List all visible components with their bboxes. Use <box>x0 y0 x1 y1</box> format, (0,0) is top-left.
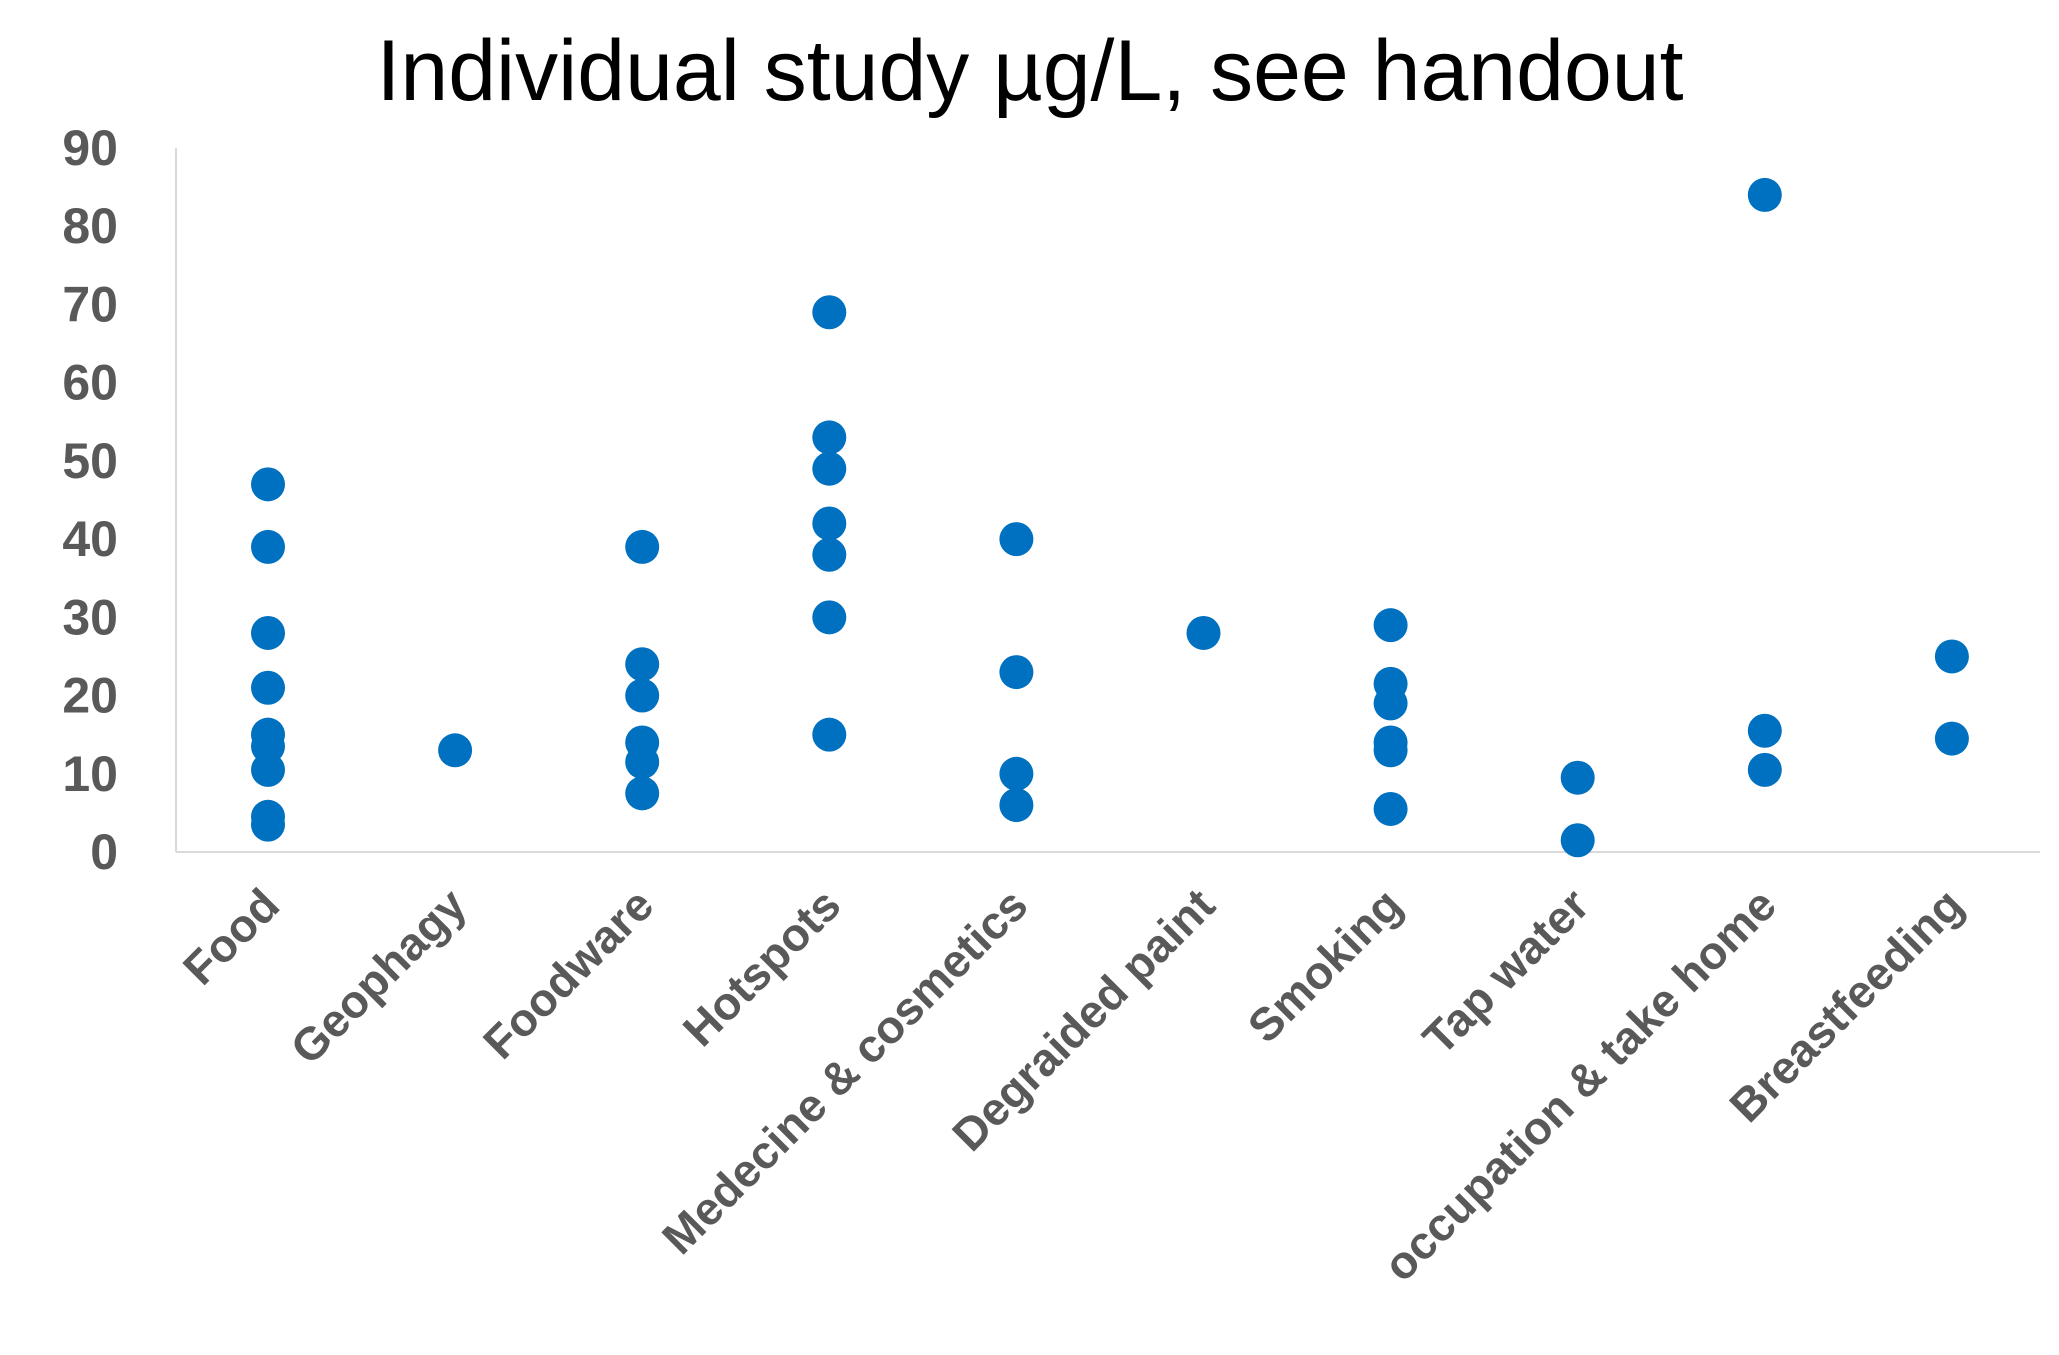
data-point <box>812 717 847 752</box>
data-point <box>812 420 847 455</box>
x-tick-label: Foodware <box>473 878 663 1068</box>
x-tick-label: Hotspots <box>673 878 851 1056</box>
data-point <box>1373 686 1408 721</box>
data-point <box>251 752 285 787</box>
x-tick-label: Geophagy <box>280 878 476 1074</box>
data-point <box>812 451 847 486</box>
data-point <box>251 670 285 705</box>
data-point <box>1373 791 1408 826</box>
y-tick-label: 20 <box>62 668 118 724</box>
data-point <box>251 615 285 650</box>
data-point <box>999 756 1034 791</box>
data-point <box>1186 615 1221 650</box>
x-tick-label: Food <box>173 878 289 994</box>
data-point <box>1934 721 1969 756</box>
data-point <box>625 745 660 780</box>
data-point <box>1560 760 1595 795</box>
data-point <box>1747 752 1782 787</box>
data-point <box>999 788 1034 823</box>
data-point <box>251 807 285 842</box>
data-point <box>251 729 285 764</box>
data-point <box>1373 608 1408 643</box>
data-point <box>438 733 473 768</box>
y-tick-label: 0 <box>90 824 118 880</box>
y-tick-label: 30 <box>62 589 118 645</box>
data-point <box>1934 639 1969 674</box>
data-point <box>625 776 660 811</box>
data-points <box>251 177 1969 858</box>
data-point <box>1747 713 1782 748</box>
data-point <box>1560 823 1595 858</box>
data-point <box>1373 733 1408 768</box>
data-point <box>812 295 847 330</box>
y-tick-label: 10 <box>62 746 118 802</box>
data-point <box>812 537 847 572</box>
data-point <box>812 600 847 635</box>
data-point <box>812 506 847 541</box>
y-axis-tick-labels: 0 10 20 30 40 50 60 70 80 90 <box>62 120 118 880</box>
data-point <box>625 529 660 564</box>
data-point <box>999 655 1034 690</box>
data-point <box>999 522 1034 557</box>
chart-title: Individual study µg/L, see handout <box>376 23 1683 119</box>
y-tick-label: 40 <box>62 511 118 567</box>
data-point <box>625 647 660 682</box>
data-point <box>251 467 285 502</box>
x-tick-label: Smoking <box>1238 878 1412 1052</box>
x-tick-label: Tap water <box>1413 878 1599 1064</box>
y-tick-label: 70 <box>62 276 118 332</box>
x-tick-label: occupation & take home <box>1373 878 1786 1291</box>
y-tick-label: 90 <box>62 120 118 176</box>
y-tick-label: 50 <box>62 433 118 489</box>
data-point <box>251 529 285 564</box>
data-point <box>1747 177 1782 212</box>
x-tick-label: Medecine & cosmetics <box>652 878 1038 1264</box>
y-tick-label: 60 <box>62 355 118 411</box>
y-tick-label: 80 <box>62 198 118 254</box>
data-point <box>625 678 660 713</box>
